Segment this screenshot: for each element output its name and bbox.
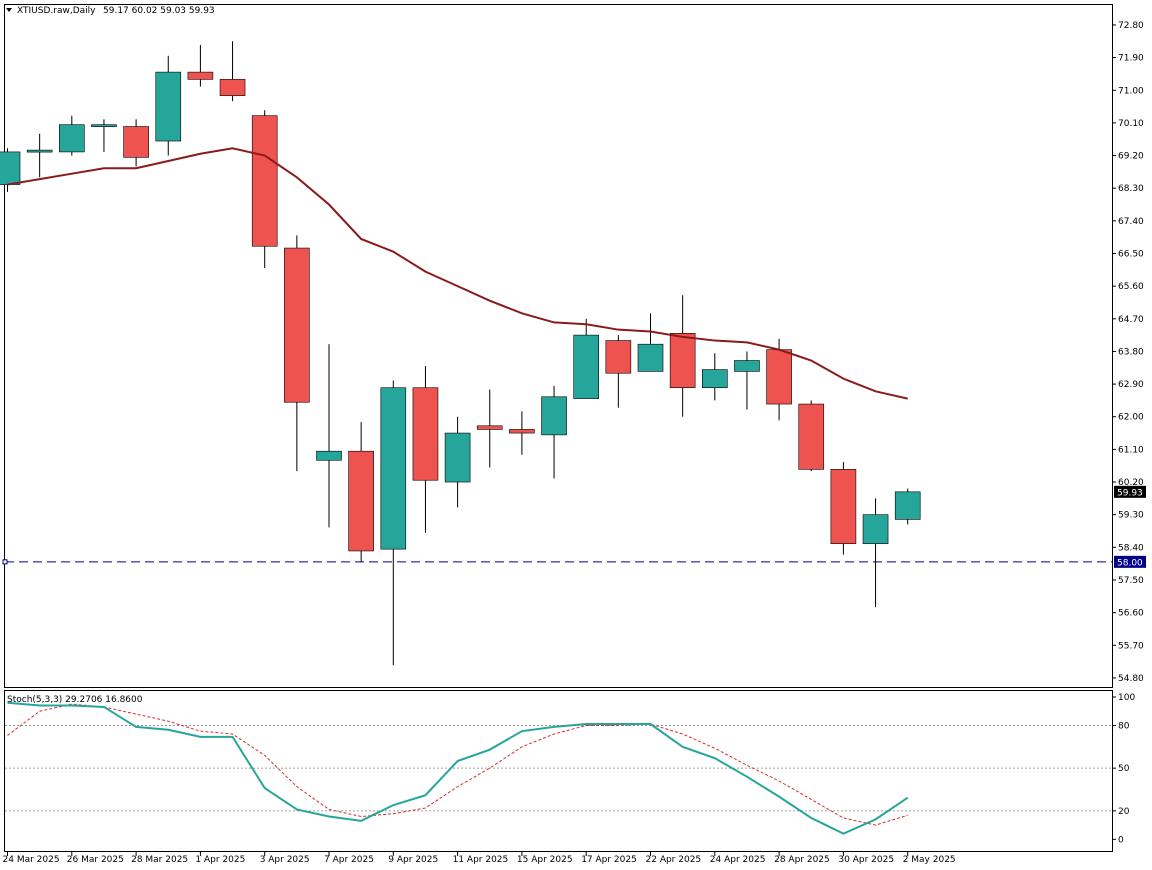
candle-body — [573, 334, 600, 399]
candle-body — [509, 429, 535, 434]
time-tick-label: 30 Apr 2025 — [838, 855, 894, 865]
price-axis: 54.80 55.70 56.60 57.50 58.40 59.30 60.20 61.10… — [1112, 21, 1146, 684]
price-tick-label: 71.00 — [1118, 86, 1144, 96]
price-tick-label: 64.70 — [1118, 315, 1144, 325]
time-tick-label: 2 May 2025 — [903, 855, 956, 865]
price-tick-label: 69.20 — [1118, 152, 1144, 162]
level-handle[interactable] — [2, 559, 8, 565]
time-tick-label: 28 Apr 2025 — [774, 855, 830, 865]
price-tick-label: 67.40 — [1118, 217, 1144, 227]
time-tick-label: 11 Apr 2025 — [453, 855, 509, 865]
time-tick-label: 9 Apr 2025 — [388, 855, 438, 865]
candle-body — [830, 469, 857, 545]
time-tick-label: 24 Apr 2025 — [710, 855, 766, 865]
time-tick-label: 28 Mar 2025 — [131, 855, 188, 865]
candle-body — [251, 115, 278, 247]
price-tick-label: 62.90 — [1118, 380, 1144, 390]
triangle-down-icon[interactable] — [6, 8, 12, 12]
price-tick-label: 62.00 — [1118, 413, 1144, 423]
candle-body — [284, 247, 310, 403]
price-tick-label: 72.80 — [1118, 21, 1144, 31]
candle-body — [701, 369, 728, 389]
time-tick-label: 24 Mar 2025 — [3, 855, 60, 865]
price-tick-label: 66.50 — [1118, 249, 1144, 259]
candle-body — [541, 396, 567, 436]
stoch-panel-frame — [4, 690, 1113, 852]
candle-body — [444, 432, 471, 483]
price-tick-label: 70.10 — [1118, 119, 1144, 129]
ohlc-values: 59.17 60.02 59.03 59.93 — [103, 6, 215, 16]
time-tick-label: 17 Apr 2025 — [581, 855, 637, 865]
time-axis: 24 Mar 2025 26 Mar 2025 28 Mar 2025 1 Apr 2… — [3, 852, 956, 865]
price-tick-label: 54.80 — [1118, 674, 1144, 684]
time-tick-label: 1 Apr 2025 — [195, 855, 245, 865]
stoch-levels — [5, 725, 1112, 812]
last-price-label: 59.93 — [1117, 488, 1143, 498]
time-tick-label: 22 Apr 2025 — [646, 855, 702, 865]
candle-body — [798, 403, 825, 470]
price-tick-label: 71.90 — [1118, 54, 1144, 64]
stoch-tick-label: 50 — [1118, 764, 1130, 774]
candle-body — [187, 71, 214, 80]
stoch-signal-line — [7, 703, 908, 826]
price-tick-label: 68.30 — [1118, 184, 1144, 194]
candle-body — [91, 124, 117, 128]
candle-body — [734, 360, 760, 372]
time-tick-label: 15 Apr 2025 — [517, 855, 573, 865]
time-tick-label: 3 Apr 2025 — [260, 855, 310, 865]
candle-body — [26, 149, 53, 153]
price-tick-label: 58.40 — [1118, 543, 1144, 553]
stoch-label: Stoch(5,3,3) 29.2706 16.8600 — [7, 695, 143, 705]
candle-body — [862, 514, 889, 545]
stoch-panel — [7, 701, 909, 835]
candle-body — [476, 425, 503, 430]
price-panel — [0, 41, 1112, 666]
price-tick-label: 65.60 — [1118, 282, 1144, 292]
price-tick-label: 55.70 — [1118, 641, 1144, 651]
candle-body — [412, 387, 439, 481]
candle-body — [605, 340, 632, 374]
main-chart-frame — [4, 4, 1113, 688]
candle-body — [766, 349, 792, 405]
price-tick-label: 60.20 — [1118, 478, 1144, 488]
stoch-main-line — [7, 701, 909, 835]
stoch-axis: 0 20 50 80 100 — [1112, 693, 1135, 845]
price-tick-label: 61.10 — [1118, 445, 1144, 455]
stoch-tick-label: 100 — [1118, 693, 1135, 703]
symbol-title: XTIUSD.raw,Daily — [17, 6, 96, 16]
candle-body — [894, 491, 921, 520]
price-tick-label: 59.30 — [1118, 511, 1144, 521]
stoch-tick-label: 0 — [1118, 835, 1124, 845]
candle-body — [669, 333, 696, 389]
stoch-tick-label: 80 — [1118, 721, 1130, 731]
candle-body — [348, 450, 374, 552]
level-price-label: 58.00 — [1117, 558, 1143, 568]
candle-body — [219, 79, 246, 96]
price-tick-label: 57.50 — [1118, 576, 1144, 586]
candle-body — [58, 124, 85, 153]
price-tick-label: 56.60 — [1118, 609, 1144, 619]
time-tick-label: 26 Mar 2025 — [67, 855, 124, 865]
candle-body — [0, 151, 21, 185]
candle-body — [123, 126, 149, 158]
candle-body — [155, 71, 182, 142]
time-tick-label: 7 Apr 2025 — [324, 855, 374, 865]
candle-body — [380, 387, 407, 550]
moving-average-line — [7, 147, 908, 400]
candle-body — [316, 450, 342, 461]
candle-body — [637, 343, 664, 372]
level-price-badge — [1114, 555, 1146, 568]
stoch-tick-label: 20 — [1118, 807, 1130, 817]
last-price-badge — [1114, 485, 1146, 498]
price-tick-label: 63.80 — [1118, 347, 1144, 357]
